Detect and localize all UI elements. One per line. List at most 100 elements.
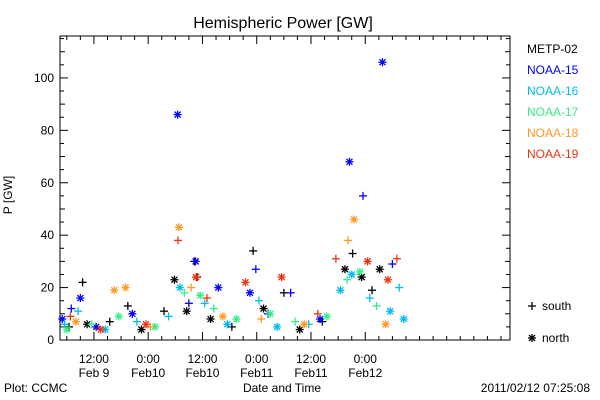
data-point (192, 273, 201, 282)
marker-legend-item: south (528, 299, 571, 313)
y-tick-label: 100 (34, 71, 54, 85)
x-tick-time-label: 12:00 (187, 352, 217, 366)
series-noaa-15 (58, 58, 397, 331)
data-point (245, 288, 254, 297)
data-point (58, 315, 67, 324)
data-point (372, 301, 381, 310)
data-point (78, 278, 87, 287)
series-noaa-18 (71, 215, 390, 331)
data-point (66, 312, 75, 321)
data-point (331, 254, 340, 263)
data-point (344, 236, 353, 245)
data-point (209, 304, 218, 313)
legend-item: NOAA-18 (527, 126, 579, 140)
data-point (277, 273, 286, 282)
data-point (180, 288, 189, 297)
legend-item: NOAA-17 (527, 105, 579, 119)
data-point (348, 249, 357, 258)
data-point (67, 304, 76, 313)
data-point (347, 270, 356, 279)
plot-area-border (59, 35, 511, 341)
series-noaa-17 (62, 267, 381, 334)
y-axis: 0 20 40 60 80 100 (34, 38, 510, 347)
data-point (279, 288, 288, 297)
data-point (259, 304, 268, 313)
x-tick-date-label: Feb11 (240, 366, 273, 380)
data-point (392, 254, 401, 263)
data-point (206, 315, 215, 324)
data-point (381, 320, 390, 329)
data-point (254, 296, 263, 305)
data-point (257, 315, 266, 324)
marker-legend-item: north (528, 331, 569, 345)
data-point (123, 301, 132, 310)
data-point (313, 309, 322, 318)
plot-credit: Plot: CCMC (4, 381, 68, 395)
x-tick-time-label: 0:00 (354, 352, 378, 366)
data-point (71, 317, 80, 326)
plot-timestamp: 2011/02/12 07:25:08 (481, 381, 591, 395)
data-point (365, 294, 374, 303)
marker-legend: south north (528, 299, 571, 345)
data-point (174, 223, 183, 232)
y-tick-label: 20 (41, 281, 55, 295)
data-point (214, 283, 223, 292)
x-tick-time-label: 0:00 (137, 352, 161, 366)
y-tick-label: 80 (41, 123, 55, 137)
data-point (383, 275, 392, 284)
data-point (110, 286, 119, 295)
data-point (286, 288, 295, 297)
data-point (218, 312, 227, 321)
y-tick-label: 60 (41, 176, 55, 190)
data-point (273, 322, 282, 331)
data-point (174, 236, 183, 245)
marker-legend-label: north (542, 331, 569, 345)
data-point (164, 312, 173, 321)
data-point (160, 307, 169, 316)
data-point (378, 58, 387, 67)
data-point (241, 278, 250, 287)
data-point (375, 265, 384, 274)
data-point (114, 312, 123, 321)
data-point (388, 260, 397, 268)
data-point (266, 309, 275, 318)
x-tick-time-label: 12:00 (296, 352, 326, 366)
data-point (141, 320, 150, 329)
data-point (359, 191, 368, 200)
data-point (87, 320, 96, 329)
data-points (58, 58, 408, 334)
data-point (76, 294, 85, 303)
x-tick-time-label: 12:00 (79, 352, 109, 366)
data-point (232, 315, 241, 324)
data-point (170, 275, 179, 284)
x-tick-date-label: Feb 9 (79, 366, 110, 380)
x-tick-date-label: Feb12 (348, 366, 382, 380)
y-tick-label: 40 (41, 228, 55, 242)
legend-item: NOAA-16 (527, 84, 579, 98)
data-point (336, 286, 345, 295)
y-axis-title: P [GW] (1, 176, 15, 214)
x-tick-date-label: Feb10 (131, 366, 165, 380)
data-point (105, 317, 114, 326)
series-noaa-16 (60, 270, 408, 334)
y-tick-label: 0 (47, 333, 54, 347)
data-point (182, 307, 191, 316)
x-tick-date-label: Feb10 (185, 366, 219, 380)
data-point (316, 315, 325, 324)
data-point (345, 157, 354, 166)
data-point (184, 299, 193, 308)
data-point (196, 291, 205, 300)
data-point (363, 257, 372, 266)
data-point (291, 317, 300, 326)
data-point (187, 283, 196, 292)
data-point (175, 283, 184, 292)
data-point (223, 320, 232, 329)
x-tick-time-label: 0:00 (245, 352, 269, 366)
data-point (349, 215, 358, 224)
data-point (340, 265, 349, 274)
plot-frame (59, 35, 511, 341)
data-point (173, 110, 182, 119)
data-point (355, 267, 364, 276)
